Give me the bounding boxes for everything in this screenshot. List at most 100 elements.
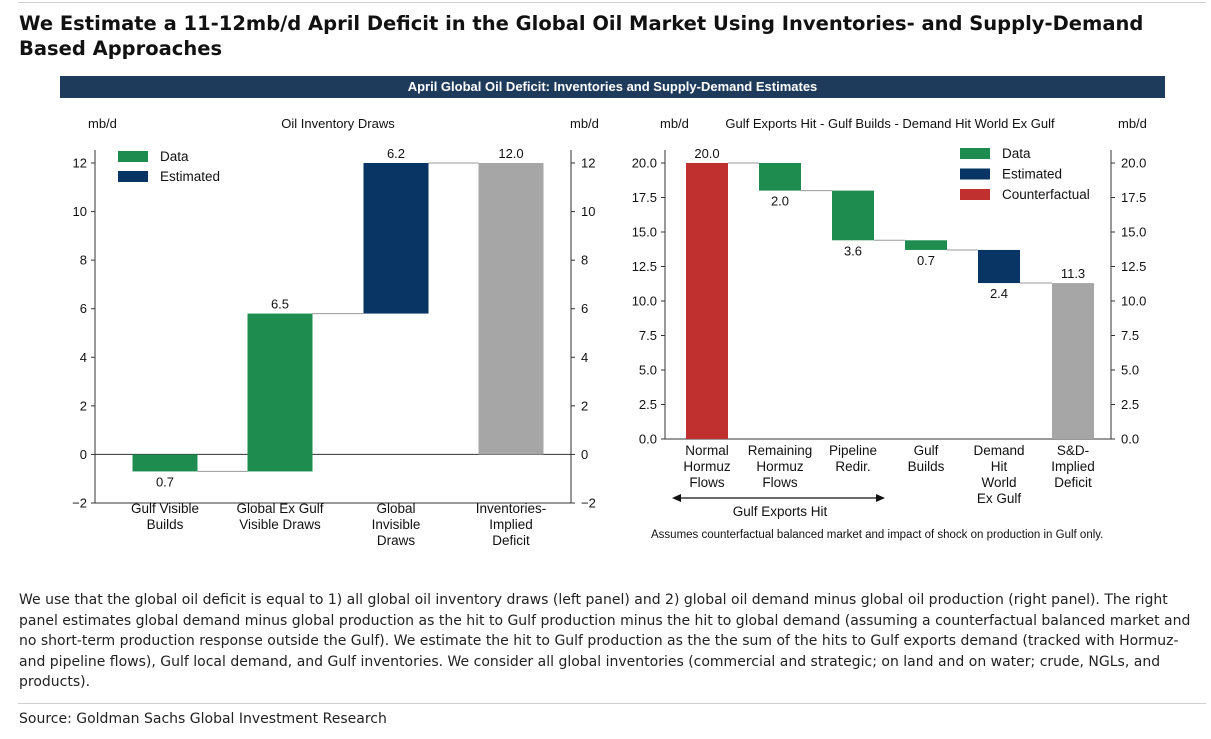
panel2-bar-value-label: 2.0 (771, 194, 789, 209)
panel2-category-label: Ex Gulf (977, 491, 1022, 506)
panel2-category-label: Hit (991, 459, 1008, 474)
panel1-tick-label-right: 0 (581, 447, 588, 462)
panel2-category-label: Flows (689, 475, 725, 490)
panel1-bar-value-label: 6.5 (271, 297, 289, 312)
panel2-bar (1052, 283, 1094, 439)
panel2-y-unit-left: mb/d (660, 116, 689, 131)
panel2-tick-label-right: 15.0 (1121, 225, 1146, 240)
footer-divider (18, 703, 1206, 704)
panel1-category-label: Global (376, 501, 415, 516)
panel2-tick-label-left: 2.5 (639, 397, 657, 412)
panel1-y-unit-right: mb/d (570, 116, 599, 131)
panel1-category-label: Draws (377, 533, 416, 548)
panel1-tick-label-right: −2 (581, 496, 596, 511)
panel1-legend-swatch (118, 151, 148, 162)
panel2-tick-label-left: 12.5 (632, 259, 657, 274)
panel1-tick-label-right: 4 (581, 350, 588, 365)
panel2-category-label: Flows (762, 475, 798, 490)
panel1-category-label: Deficit (492, 533, 530, 548)
panel2-bracket-label: Gulf Exports Hit (733, 504, 828, 519)
panel2-chart-title: Gulf Exports Hit - Gulf Builds - Demand … (725, 116, 1055, 131)
panel1-bar-value-label: 0.7 (156, 474, 174, 489)
panel2-legend-swatch (960, 189, 990, 200)
panel2-footnote-line: Assumes counterfactual balanced market a… (651, 529, 1103, 541)
panel2-category-label: Deficit (1054, 475, 1092, 490)
panel2-tick-label-left: 15.0 (632, 225, 657, 240)
panel2-category-label: Redir. (835, 459, 870, 474)
panel1-category-label: Implied (489, 517, 533, 532)
panel2-y-unit-right: mb/d (1118, 116, 1147, 131)
panel2-tick-label-right: 17.5 (1121, 190, 1146, 205)
panel2-tick-label-right: 5.0 (1121, 363, 1139, 378)
panel2-category-label: Normal (685, 443, 729, 458)
panel2-legend-label: Counterfactual (1002, 187, 1090, 202)
panel1-legend-swatch (118, 171, 148, 182)
charts-canvas: −2 −2 0 0 2 2 4 4 6 6 8 8 10 10 12 12 Oil Inventory Draw… (72, 116, 1147, 548)
panel1-category-label: Visible Draws (239, 517, 321, 532)
panel2-category-label: Builds (908, 459, 945, 474)
panel2-tick-label-right: 20.0 (1121, 156, 1146, 171)
panel1-bar (478, 163, 544, 455)
panel1-category-label: Invisible (372, 517, 421, 532)
panel1-legend-label: Data (160, 149, 189, 164)
panel1-tick-label-right: 6 (581, 301, 588, 316)
panel2-bar-value-label: 2.4 (990, 286, 1008, 301)
panel1-tick-label-left: 2 (80, 398, 87, 413)
panel2-category-label: Pipeline (829, 443, 877, 458)
panel2-bracket-arrow-left (672, 494, 681, 502)
page-title: We Estimate a 11-12mb/d April Deficit in… (19, 12, 1144, 60)
panel2-category-label: Remaining (748, 443, 813, 458)
panel2-tick-label-left: 10.0 (632, 294, 657, 309)
panel1-category-label: Builds (147, 517, 184, 532)
panel2-tick-label-right: 12.5 (1121, 259, 1146, 274)
source-note: Source: Goldman Sachs Global Investment … (19, 711, 387, 727)
panel2-category-label: Implied (1051, 459, 1095, 474)
panel2-bar (905, 240, 947, 250)
panel2-tick-label-right: 10.0 (1121, 294, 1146, 309)
panel1-tick-label-left: 8 (80, 253, 87, 268)
panel1-bar (132, 454, 198, 472)
panel2-legend-label: Data (1002, 146, 1031, 161)
panel1-tick-label-left: 6 (80, 301, 87, 316)
top-divider (18, 2, 1206, 3)
panel1-bar-value-label: 6.2 (387, 146, 405, 161)
panel2-bar-value-label: 3.6 (844, 243, 862, 258)
body-paragraph: We use that the global oil deficit is eq… (19, 592, 1191, 690)
panel2-bracket-arrow-right (876, 494, 885, 502)
panel2-legend-label: Estimated (1002, 167, 1062, 182)
panel2-category-label: Hormuz (683, 459, 731, 474)
panel1-chart-title: Oil Inventory Draws (281, 116, 395, 131)
panel1-tick-label-left: 4 (80, 350, 87, 365)
panel1-tick-label-left: 12 (73, 156, 87, 171)
chart-banner: April Global Oil Deficit: Inventories an… (60, 76, 1165, 98)
panel2-category-label: Gulf (914, 443, 939, 458)
panel2-bar-value-label: 20.0 (694, 146, 719, 161)
panel2-tick-label-left: 5.0 (639, 363, 657, 378)
panel2-bar-value-label: 11.3 (1061, 266, 1085, 281)
panel2-category-label: Demand (973, 443, 1024, 458)
panel2-tick-label-left: 7.5 (639, 328, 657, 343)
panel2-bar-value-label: 0.7 (917, 253, 935, 268)
panel2-bar (978, 249, 1020, 284)
panel2-bar (759, 163, 801, 191)
panel2-bar (832, 190, 874, 241)
panel2-tick-label-left: 17.5 (632, 190, 657, 205)
panel1-y-unit-left: mb/d (88, 116, 117, 131)
panel1-bar (363, 163, 429, 314)
panel1-tick-label-right: 10 (581, 204, 595, 219)
panel2-bar (686, 163, 728, 439)
panel2-legend-swatch (960, 168, 990, 180)
panel1-category-label: Global Ex Gulf (236, 501, 323, 516)
panel2-tick-label-right: 2.5 (1121, 397, 1139, 412)
panel2-category-label: S&D- (1057, 443, 1089, 458)
panel2-tick-label-right: 7.5 (1121, 328, 1139, 343)
panel2-tick-label-left: 20.0 (632, 156, 657, 171)
panel1-legend-label: Estimated (160, 169, 220, 184)
panel1-tick-label-left: −2 (72, 496, 87, 511)
panel1-tick-label-left: 10 (73, 204, 87, 219)
panel1-tick-label-right: 8 (581, 253, 588, 268)
panel2-category-label: World (981, 475, 1016, 490)
panel1-category-label: Gulf Visible (131, 501, 199, 516)
panel1-category-label: Inventories- (476, 501, 547, 516)
panel2-tick-label-left: 0.0 (639, 432, 657, 447)
